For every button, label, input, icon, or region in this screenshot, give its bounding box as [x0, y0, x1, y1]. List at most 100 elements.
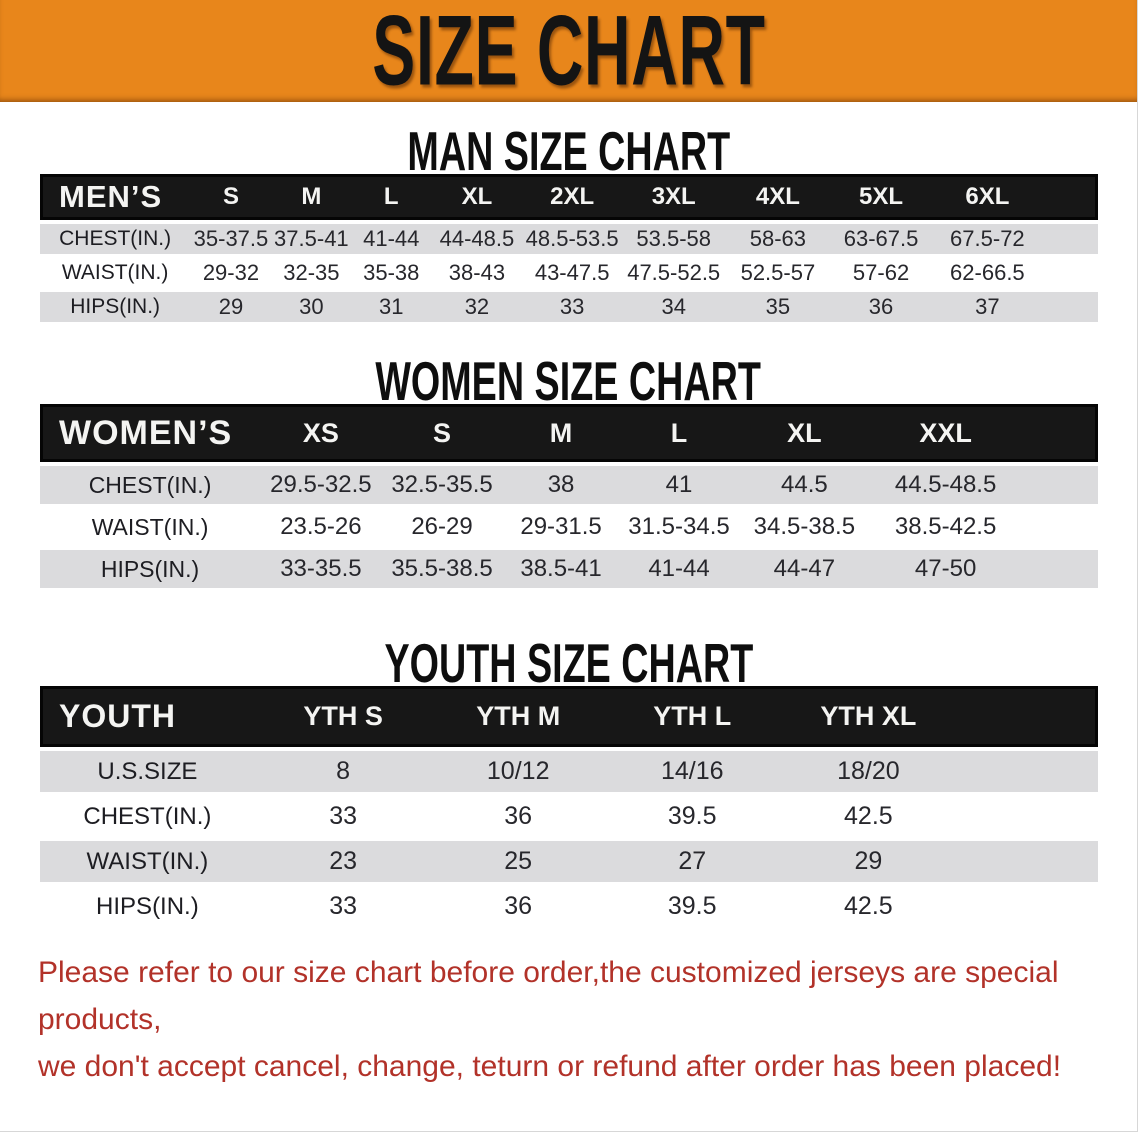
women-waist-value: 29-31.5 [502, 504, 620, 546]
youth-col-l: YTH L [604, 686, 780, 747]
men-col-m: M [271, 174, 352, 220]
youth-ussize-label: U.S.SIZE [40, 747, 255, 792]
women-col-xs: XS [260, 404, 382, 462]
men-col-5xl: 5XL [830, 174, 932, 220]
men-waist-value: 43-47.5 [522, 254, 622, 288]
men-hips-value: 36 [830, 288, 932, 322]
women-col-xl: XL [738, 404, 871, 462]
men-col-3xl: 3XL [621, 174, 726, 220]
men-waist-value: 52.5-57 [725, 254, 831, 288]
youth-ussize-value: 10/12 [431, 747, 605, 792]
men-col-filler [1042, 174, 1098, 220]
youth-col-s: YTH S [254, 686, 432, 747]
youth-size-table: YOUTH YTH S YTH M YTH L YTH XL U.S.SIZE … [40, 686, 1098, 927]
men-corner-label: MEN’S [40, 174, 191, 220]
men-chest-value: 35-37.5 [190, 220, 272, 254]
men-chest-value: 67.5-72 [931, 220, 1043, 254]
women-hips-label: HIPS(IN.) [40, 546, 261, 588]
men-col-s: S [190, 174, 272, 220]
youth-waist-value: 25 [431, 837, 605, 882]
youth-chest-value: 39.5 [604, 792, 780, 837]
women-corner-label: WOMEN’S [40, 404, 261, 462]
youth-ussize-value: 18/20 [779, 747, 958, 792]
men-hips-value: 37 [931, 288, 1043, 322]
youth-ussize-value: 14/16 [604, 747, 780, 792]
youth-section-heading: YOUTH SIZE CHART [384, 632, 753, 694]
men-col-2xl: 2XL [522, 174, 622, 220]
women-col-m: M [502, 404, 620, 462]
youth-col-xl: YTH XL [779, 686, 958, 747]
women-hips-value: 41-44 [619, 546, 739, 588]
women-hips-value: 47-50 [870, 546, 1021, 588]
women-hips-row: HIPS(IN.) 33-35.5 35.5-38.5 38.5-41 41-4… [40, 546, 1098, 588]
men-waist-label: WAIST(IN.) [40, 254, 191, 288]
women-chest-label: CHEST(IN.) [40, 462, 261, 504]
women-size-table: WOMEN’S XS S M L XL XXL CHEST(IN.) 29.5-… [40, 404, 1098, 588]
men-hips-value: 30 [271, 288, 352, 322]
women-col-filler [1020, 404, 1098, 462]
men-col-xl: XL [431, 174, 523, 220]
women-hips-value: 33-35.5 [260, 546, 382, 588]
youth-waist-value: 27 [604, 837, 780, 882]
youth-col-m: YTH M [431, 686, 605, 747]
women-col-l: L [619, 404, 739, 462]
men-waist-value: 57-62 [830, 254, 932, 288]
men-waist-value: 35-38 [351, 254, 432, 288]
youth-hips-value: 39.5 [604, 882, 780, 927]
youth-waist-value: 23 [254, 837, 432, 882]
men-chest-value: 53.5-58 [621, 220, 726, 254]
men-hips-value: 35 [725, 288, 831, 322]
men-col-6xl: 6XL [931, 174, 1043, 220]
women-chest-row: CHEST(IN.) 29.5-32.5 32.5-35.5 38 41 44.… [40, 462, 1098, 504]
youth-hips-value: 36 [431, 882, 605, 927]
men-chest-value: 58-63 [725, 220, 831, 254]
men-waist-value: 62-66.5 [931, 254, 1043, 288]
youth-header-row: YOUTH YTH S YTH M YTH L YTH XL [40, 686, 1098, 747]
youth-chest-row: CHEST(IN.) 33 36 39.5 42.5 [40, 792, 1098, 837]
youth-waist-value: 29 [779, 837, 958, 882]
men-col-4xl: 4XL [725, 174, 831, 220]
men-hips-value: 34 [621, 288, 726, 322]
women-hips-value: 35.5-38.5 [381, 546, 503, 588]
youth-hips-row: HIPS(IN.) 33 36 39.5 42.5 [40, 882, 1098, 927]
men-col-l: L [351, 174, 432, 220]
men-chest-label: CHEST(IN.) [40, 220, 191, 254]
men-hips-label: HIPS(IN.) [40, 288, 191, 322]
youth-hips-value: 42.5 [779, 882, 958, 927]
youth-ussize-row: U.S.SIZE 8 10/12 14/16 18/20 [40, 747, 1098, 792]
youth-waist-row: WAIST(IN.) 23 25 27 29 [40, 837, 1098, 882]
order-policy-note-line1: Please refer to our size chart before or… [38, 956, 1059, 1036]
men-section-heading: MAN SIZE CHART [407, 120, 730, 182]
women-waist-value: 26-29 [381, 504, 503, 546]
women-hips-value: 44-47 [738, 546, 871, 588]
women-hips-value: 38.5-41 [502, 546, 620, 588]
men-hips-value: 33 [522, 288, 622, 322]
youth-waist-label: WAIST(IN.) [40, 837, 255, 882]
women-waist-value: 38.5-42.5 [870, 504, 1021, 546]
women-waist-value: 23.5-26 [260, 504, 382, 546]
page-title: SIZE CHART [371, 0, 766, 107]
women-col-xxl: XXL [870, 404, 1021, 462]
men-chest-value: 44-48.5 [431, 220, 523, 254]
youth-hips-value: 33 [254, 882, 432, 927]
women-waist-label: WAIST(IN.) [40, 504, 261, 546]
men-chest-value: 41-44 [351, 220, 432, 254]
men-chest-row: CHEST(IN.) 35-37.5 37.5-41 41-44 44-48.5… [40, 220, 1098, 254]
banner: SIZE CHART [0, 0, 1137, 102]
youth-chest-label: CHEST(IN.) [40, 792, 255, 837]
women-chest-value: 44.5-48.5 [870, 462, 1021, 504]
women-waist-value: 31.5-34.5 [619, 504, 739, 546]
men-hips-value: 29 [190, 288, 272, 322]
women-header-row: WOMEN’S XS S M L XL XXL [40, 404, 1098, 462]
youth-chest-value: 33 [254, 792, 432, 837]
women-waist-row: WAIST(IN.) 23.5-26 26-29 29-31.5 31.5-34… [40, 504, 1098, 546]
youth-corner-label: YOUTH [40, 686, 255, 747]
youth-chest-value: 42.5 [779, 792, 958, 837]
men-waist-row: WAIST(IN.) 29-32 32-35 35-38 38-43 43-47… [40, 254, 1098, 288]
men-chest-value: 63-67.5 [830, 220, 932, 254]
women-chest-value: 44.5 [738, 462, 871, 504]
men-hips-value: 32 [431, 288, 523, 322]
women-section-heading: WOMEN SIZE CHART [375, 350, 762, 412]
youth-ussize-value: 8 [254, 747, 432, 792]
